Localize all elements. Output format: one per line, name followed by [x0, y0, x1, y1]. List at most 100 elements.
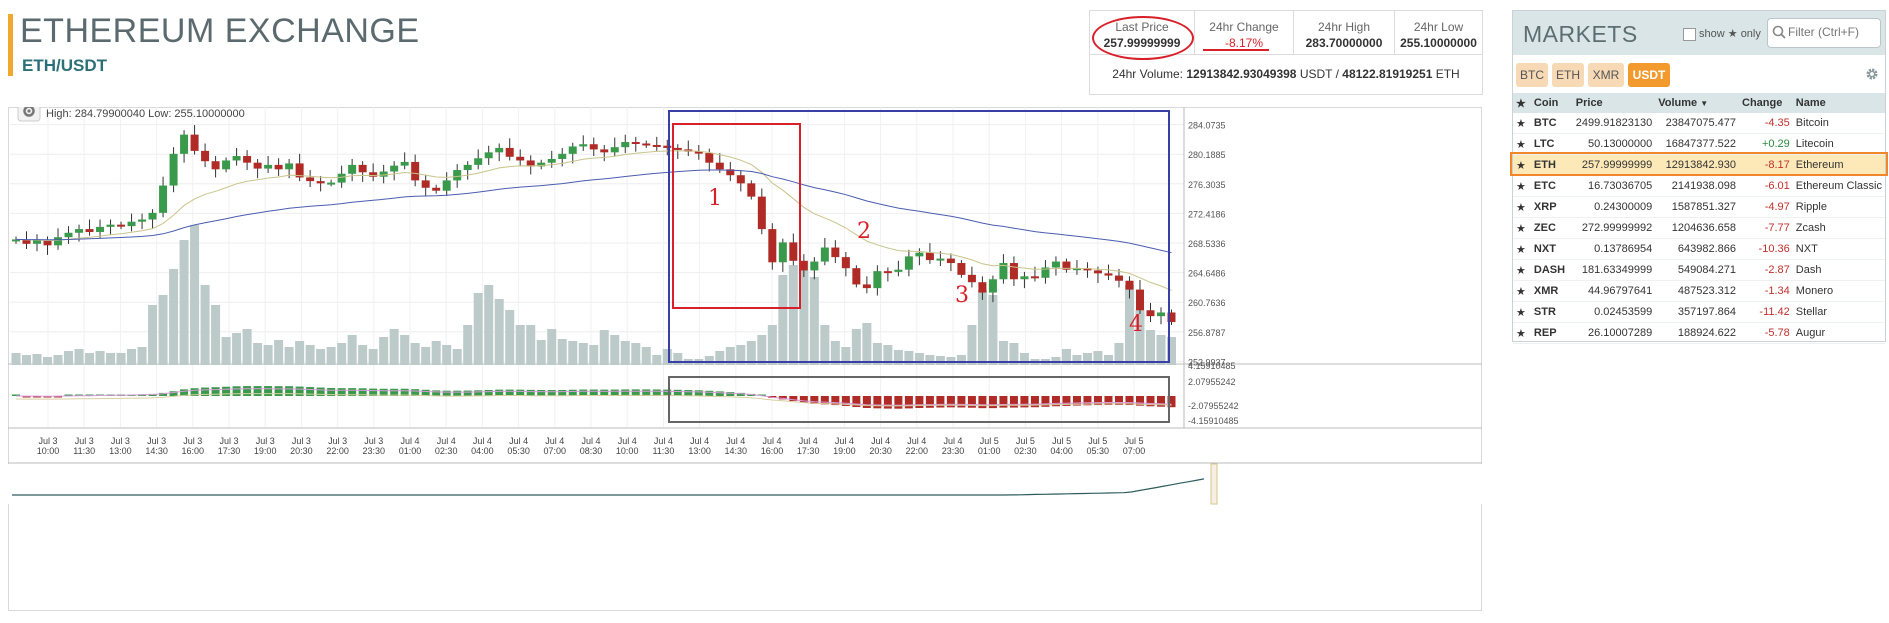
- candle: [747, 183, 756, 197]
- col-change[interactable]: Change: [1739, 93, 1793, 113]
- tab-usdt[interactable]: USDT: [1628, 63, 1670, 87]
- favorite-star-icon[interactable]: ★: [1513, 322, 1531, 344]
- cell-coin: BTC: [1530, 113, 1573, 134]
- chart-settings-icon[interactable]: [17, 107, 41, 122]
- macd-bar: [505, 389, 514, 396]
- cell-volume: 549084.271: [1655, 259, 1739, 281]
- macd-bar: [789, 396, 798, 402]
- macd-bar: [799, 396, 808, 403]
- volume-bar: [463, 325, 473, 365]
- time-label-time: 05:30: [507, 446, 530, 456]
- macd-bar: [936, 396, 945, 408]
- star-column-header[interactable]: ★: [1513, 93, 1531, 113]
- time-label-time: 16:00: [182, 446, 205, 456]
- macd-bar: [1146, 396, 1155, 407]
- macd-bar: [1030, 396, 1039, 408]
- cell-name: Monero: [1792, 280, 1885, 302]
- macd-bar: [180, 389, 189, 396]
- macd-bar: [211, 387, 220, 396]
- time-label-time: 07:00: [544, 446, 567, 456]
- candle: [873, 271, 882, 289]
- col-price[interactable]: Price: [1572, 93, 1656, 113]
- tab-xmr[interactable]: XMR: [1588, 63, 1624, 87]
- price-tick-label: 268.5336: [1188, 239, 1226, 249]
- market-row-xrp[interactable]: ★ XRP 0.24300009 1587851.327 -4.97 Ripple: [1513, 196, 1885, 218]
- market-row-zec[interactable]: ★ ZEC 272.99999992 1204636.658 -7.77 Zcash: [1513, 217, 1885, 239]
- favorite-star-icon[interactable]: ★: [1513, 113, 1531, 134]
- volume-bar: [211, 305, 221, 365]
- favorite-star-icon[interactable]: ★: [1513, 196, 1531, 218]
- favorite-star-icon[interactable]: ★: [1513, 133, 1531, 155]
- cell-volume: 1587851.327: [1655, 196, 1739, 218]
- price-tick-label: 276.3035: [1188, 180, 1226, 190]
- market-row-nxt[interactable]: ★ NXT 0.13786954 643982.866 -10.36 NXT: [1513, 238, 1885, 260]
- cell-change: -5.78: [1739, 322, 1793, 344]
- cell-change: -4.97: [1739, 196, 1793, 218]
- time-label-date: Jul 4: [762, 436, 781, 446]
- candle: [1072, 268, 1081, 271]
- market-row-xmr[interactable]: ★ XMR 44.96797641 487523.312 -1.34 Monero: [1513, 280, 1885, 302]
- candle: [285, 163, 294, 170]
- gear-icon[interactable]: [1865, 67, 1879, 81]
- volume-bar: [169, 269, 179, 365]
- favorite-star-icon[interactable]: ★: [1513, 301, 1531, 323]
- filter-input[interactable]: [1788, 25, 1876, 39]
- candle: [547, 158, 556, 163]
- last-price-circle-annotation: [1092, 16, 1194, 60]
- col-volume[interactable]: Volume ▼: [1655, 93, 1739, 113]
- time-label-time: 02:30: [435, 446, 458, 456]
- filter-box[interactable]: [1767, 18, 1881, 48]
- macd-bar: [169, 391, 178, 396]
- volume-bar: [673, 353, 683, 365]
- candle: [201, 150, 210, 162]
- candle: [631, 142, 640, 145]
- time-label-date: Jul 3: [364, 436, 383, 446]
- market-row-str[interactable]: ★ STR 0.02453599 357197.864 -11.42 Stellar: [1513, 301, 1885, 323]
- market-row-rep[interactable]: ★ REP 26.10007289 188924.622 -5.78 Augur: [1513, 322, 1885, 344]
- volume-bar: [1061, 349, 1071, 365]
- favorite-star-icon[interactable]: ★: [1513, 259, 1531, 281]
- market-row-btc[interactable]: ★ BTC 2499.91823130 23847075.477 -4.35 Bitcoi…: [1513, 113, 1885, 134]
- overview-navigator: [8, 463, 1482, 505]
- candle: [694, 151, 703, 154]
- macd-bar: [715, 391, 724, 396]
- chart-frame[interactable]: [8, 107, 1482, 611]
- candle: [957, 263, 966, 275]
- volume-bar: [452, 349, 462, 365]
- candle: [274, 164, 283, 170]
- tab-btc[interactable]: BTC: [1516, 63, 1548, 87]
- cell-name: Litecoin: [1792, 133, 1885, 155]
- time-label-time: 20:30: [290, 446, 313, 456]
- volume-bar: [526, 325, 536, 365]
- market-row-etc[interactable]: ★ ETC 16.73036705 2141938.098 -6.01 Ethereum …: [1513, 175, 1885, 197]
- candle: [12, 239, 20, 242]
- candle: [589, 144, 598, 150]
- tab-eth[interactable]: ETH: [1552, 63, 1584, 87]
- macd-bar: [64, 394, 73, 396]
- volume-bar: [1114, 343, 1124, 365]
- favorite-star-icon[interactable]: ★: [1513, 217, 1531, 239]
- market-row-dash[interactable]: ★ DASH 181.63349999 549084.271 -2.87 Dash: [1513, 259, 1885, 281]
- time-label-date: Jul 4: [581, 436, 600, 446]
- col-coin[interactable]: Coin: [1530, 93, 1573, 113]
- title-accent-bar: [8, 14, 13, 76]
- favorite-star-icon[interactable]: ★: [1513, 175, 1531, 197]
- col-name[interactable]: Name: [1792, 93, 1885, 113]
- favorite-star-icon[interactable]: ★: [1513, 238, 1531, 260]
- macd-bar: [390, 388, 399, 396]
- candle: [127, 221, 136, 227]
- candle: [904, 256, 913, 270]
- macd-bar: [54, 396, 63, 398]
- volume-bar: [851, 329, 861, 365]
- candlestick-chart[interactable]: 287.9585284.0735280.1885276.3035272.4186…: [8, 107, 1482, 611]
- candle: [789, 242, 798, 261]
- favorite-star-icon[interactable]: ★: [1513, 280, 1531, 302]
- macd-bar: [201, 387, 210, 396]
- stat-24h-low: 24hr Low 255.10000000: [1395, 11, 1482, 54]
- cell-change: -1.34: [1739, 280, 1793, 302]
- market-row-ltc[interactable]: ★ LTC 50.13000000 16847377.522 +0.29 Litecoin: [1513, 133, 1885, 155]
- page-title: ETHEREUM EXCHANGE: [20, 12, 420, 50]
- markets-panel: MARKETS show ★ only BTC ETH XMR USDT ★ C…: [1512, 10, 1886, 344]
- candle: [894, 269, 903, 272]
- show-only-checkbox[interactable]: [1683, 28, 1696, 41]
